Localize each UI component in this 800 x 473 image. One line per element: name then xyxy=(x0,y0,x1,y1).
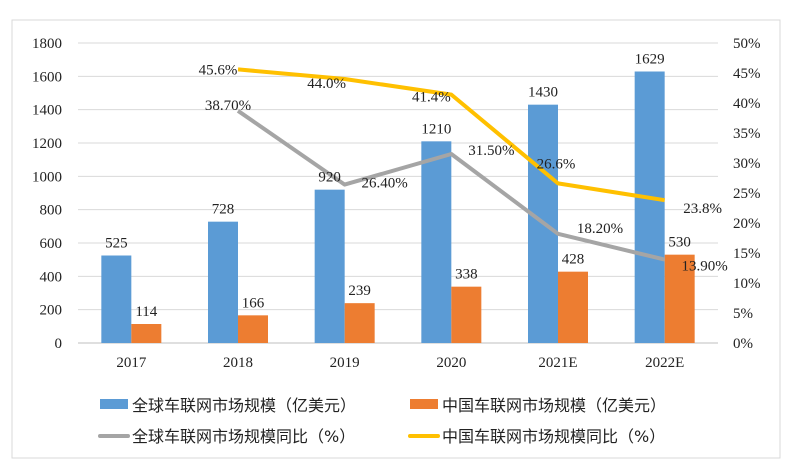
bar-china xyxy=(558,271,588,343)
bar-data-label: 1210 xyxy=(421,121,451,137)
bar-data-label: 1629 xyxy=(635,52,665,68)
line-data-label: 41.4% xyxy=(412,90,451,106)
legend-swatch xyxy=(410,399,438,409)
x-tick-label: 2019 xyxy=(330,355,360,371)
bar-china xyxy=(664,254,695,343)
legend-label: 全球车联网市场规模（亿美元） xyxy=(132,396,356,415)
y2-tick-label: 15% xyxy=(733,246,761,262)
bar-data-label: 728 xyxy=(212,202,235,218)
line-data-label: 23.8% xyxy=(683,201,722,217)
line-data-label: 13.90% xyxy=(682,259,728,275)
line-data-label: 38.70% xyxy=(205,98,251,114)
x-tick-label: 2017 xyxy=(116,355,147,371)
bar-data-label: 338 xyxy=(455,267,478,283)
y-tick-label: 1200 xyxy=(32,136,62,152)
bar-data-label: 166 xyxy=(242,295,265,311)
line-global-yoy xyxy=(236,109,666,262)
bar-data-label: 428 xyxy=(562,252,585,268)
line-data-label: 44.0% xyxy=(307,76,346,92)
bar-global xyxy=(421,141,452,343)
x-tick-label: 2021E xyxy=(538,355,577,371)
bar-data-label: 114 xyxy=(135,304,157,320)
y2-tick-label: 45% xyxy=(733,66,761,82)
legend-label: 全球车联网市场规模同比（%） xyxy=(132,427,355,446)
bar-data-label: 525 xyxy=(105,236,128,252)
bar-china xyxy=(238,315,268,343)
y-tick-label: 1800 xyxy=(32,36,62,52)
line-data-label: 45.6% xyxy=(199,62,238,78)
y2-tick-label: 35% xyxy=(733,126,761,142)
y2-tick-label: 50% xyxy=(733,36,761,52)
y-tick-label: 600 xyxy=(40,236,63,252)
bar-global xyxy=(208,221,238,343)
y-tick-label: 1000 xyxy=(32,169,62,185)
x-tick-label: 2022E xyxy=(645,355,684,371)
y2-tick-label: 0% xyxy=(733,336,753,352)
y2-tick-label: 30% xyxy=(733,156,761,172)
bar-china xyxy=(344,303,375,343)
legend-label: 中国车联网市场规模同比（%） xyxy=(442,427,665,446)
y2-tick-label: 25% xyxy=(733,186,761,202)
bar-china xyxy=(451,286,482,343)
y2-tick-label: 10% xyxy=(733,276,761,292)
y2-tick-label: 5% xyxy=(733,306,753,322)
line-data-label: 18.20% xyxy=(577,221,623,237)
bar-data-label: 920 xyxy=(318,170,341,186)
y-tick-label: 0 xyxy=(55,336,63,352)
bar-global xyxy=(101,255,132,343)
bar-global xyxy=(314,189,345,343)
y-tick-label: 1400 xyxy=(32,103,62,119)
x-tick-label: 2018 xyxy=(223,355,253,371)
x-tick-label: 2020 xyxy=(436,355,466,371)
y2-tick-label: 40% xyxy=(733,96,761,112)
line-data-label: 31.50% xyxy=(468,143,514,159)
legend-label: 中国车联网市场规模（亿美元） xyxy=(442,396,666,415)
bar-data-label: 530 xyxy=(668,235,691,251)
line-china-yoy xyxy=(237,67,665,203)
y-tick-label: 1600 xyxy=(32,69,62,85)
line-data-label: 26.40% xyxy=(362,176,408,192)
bar-data-label: 1430 xyxy=(528,85,558,101)
bar-china xyxy=(131,324,162,343)
y-tick-label: 200 xyxy=(40,303,63,319)
bar-data-label: 239 xyxy=(348,283,371,299)
y-tick-label: 800 xyxy=(40,203,63,219)
y2-tick-label: 20% xyxy=(733,216,761,232)
y-tick-label: 400 xyxy=(40,269,63,285)
legend-swatch xyxy=(100,399,128,409)
bar-global xyxy=(634,71,665,343)
line-data-label: 26.6% xyxy=(537,156,576,172)
